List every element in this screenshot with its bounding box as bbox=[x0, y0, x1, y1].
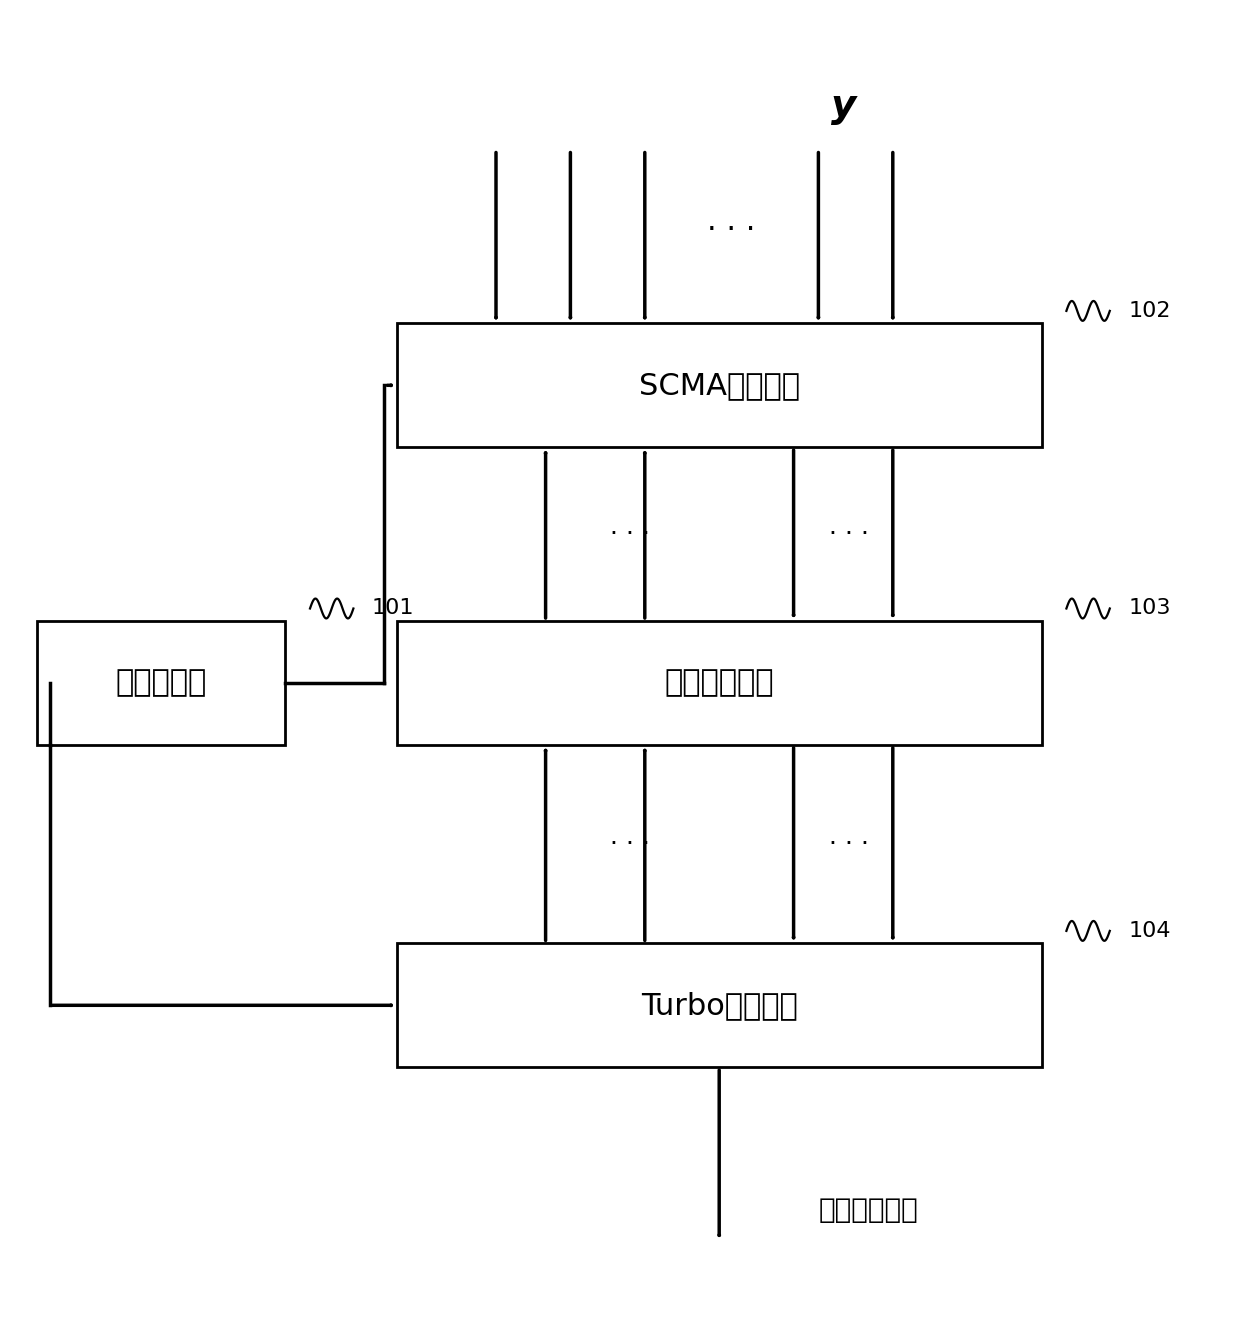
FancyBboxPatch shape bbox=[397, 323, 1042, 448]
Text: · · ·: · · · bbox=[610, 522, 650, 546]
FancyBboxPatch shape bbox=[37, 621, 285, 744]
Text: 初始化模块: 初始化模块 bbox=[115, 668, 207, 697]
Text: SCMA检测模块: SCMA检测模块 bbox=[639, 371, 800, 400]
Text: · · ·: · · · bbox=[610, 833, 650, 856]
Text: y: y bbox=[831, 87, 856, 125]
Text: · · ·: · · · bbox=[707, 216, 756, 245]
FancyBboxPatch shape bbox=[397, 943, 1042, 1067]
Text: · · ·: · · · bbox=[830, 522, 869, 546]
Text: 103: 103 bbox=[1128, 598, 1171, 618]
Text: 104: 104 bbox=[1128, 921, 1171, 941]
Text: 译码结果输出: 译码结果输出 bbox=[818, 1196, 918, 1224]
Text: · · ·: · · · bbox=[830, 833, 869, 856]
Text: Turbo译码模块: Turbo译码模块 bbox=[641, 991, 797, 1019]
Text: 101: 101 bbox=[372, 598, 414, 618]
Text: 信息交互模块: 信息交互模块 bbox=[665, 668, 774, 697]
Text: 102: 102 bbox=[1128, 300, 1171, 320]
FancyBboxPatch shape bbox=[397, 621, 1042, 744]
